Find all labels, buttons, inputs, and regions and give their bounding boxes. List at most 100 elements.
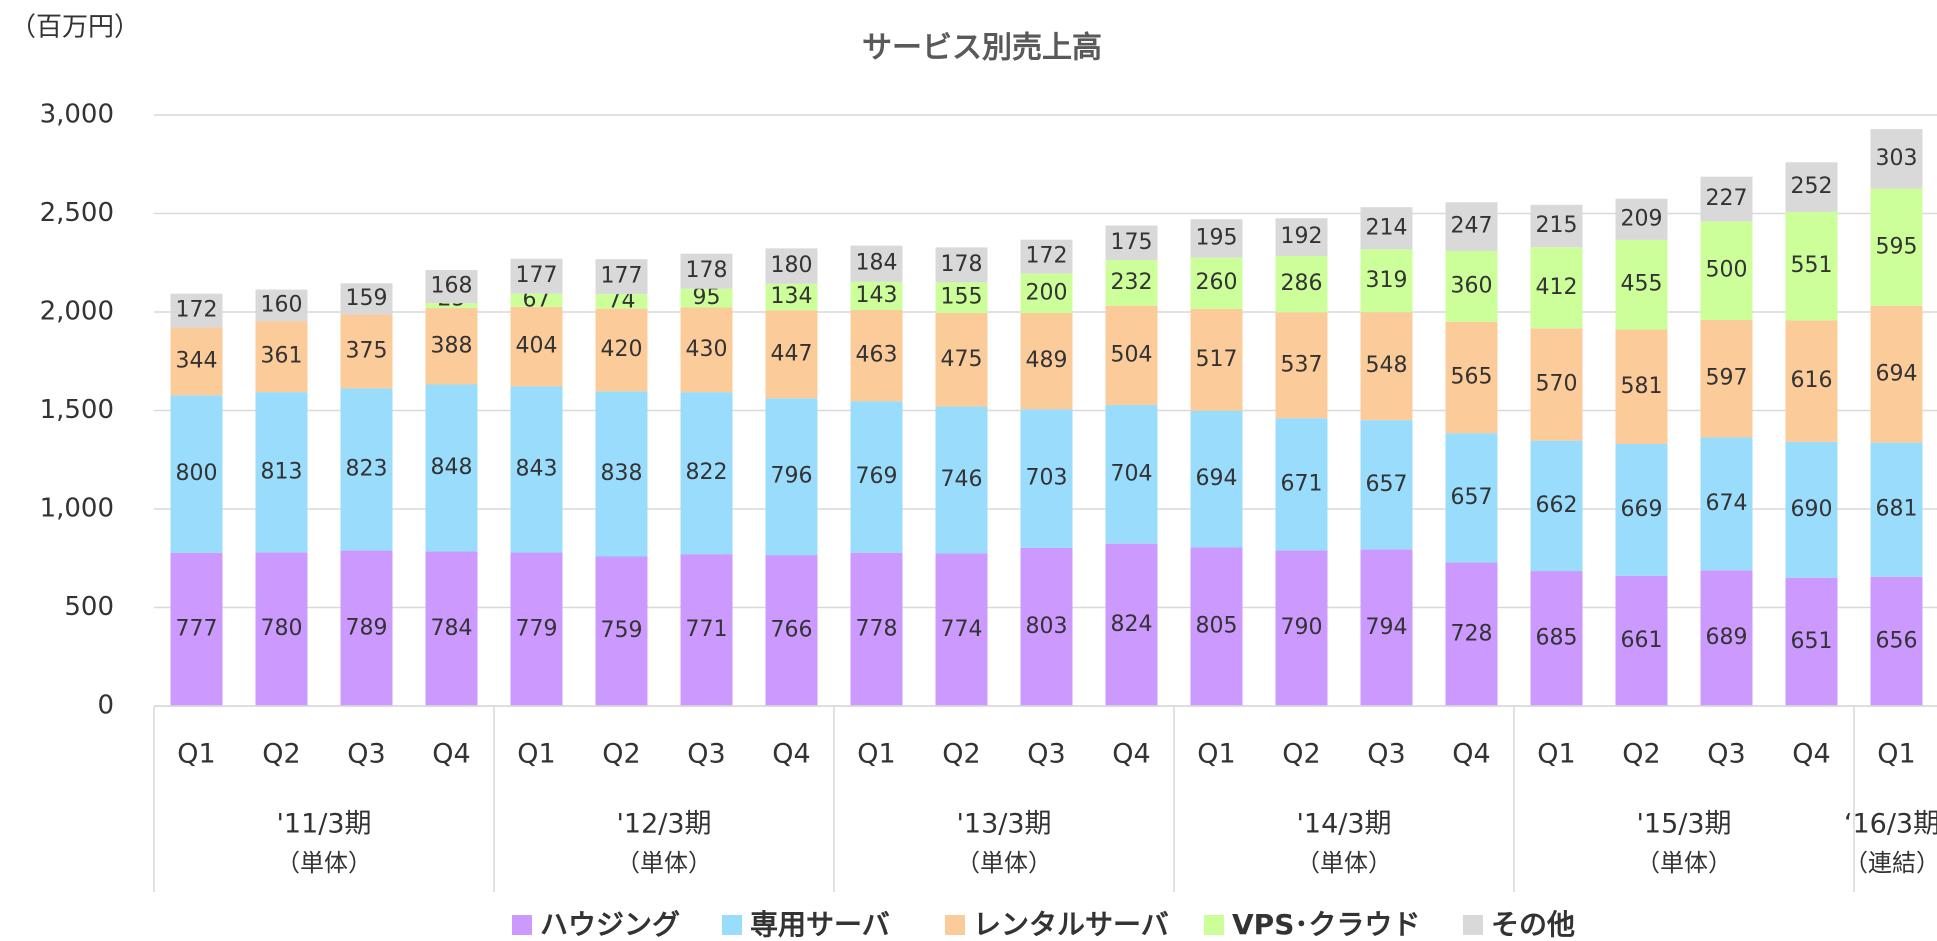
x-tick-label: Q4 <box>772 739 810 770</box>
data-label: 420 <box>601 337 643 362</box>
data-label: 771 <box>686 617 728 642</box>
data-label: 774 <box>941 617 983 642</box>
bar-segment <box>255 289 308 322</box>
bar-segment <box>1190 410 1243 548</box>
data-label: 177 <box>516 263 558 288</box>
data-label: 704 <box>1111 461 1153 486</box>
data-label: 172 <box>176 298 218 323</box>
data-label: 789 <box>346 615 388 640</box>
data-label: 769 <box>856 464 898 489</box>
bar-segment <box>425 303 478 309</box>
y-tick-label: 500 <box>64 592 114 622</box>
data-label: 843 <box>516 457 558 482</box>
bar-segment <box>510 258 563 294</box>
data-label: 412 <box>1536 275 1578 300</box>
bar-segment <box>680 307 733 393</box>
legend-swatch <box>1204 915 1224 935</box>
data-label: 813 <box>261 459 303 484</box>
data-label: 689 <box>1706 625 1748 650</box>
data-label: 759 <box>601 618 643 643</box>
bar-segment <box>340 550 393 706</box>
y-tick-label: 2,500 <box>40 198 114 228</box>
bar-segment <box>1190 547 1243 706</box>
data-label: 209 <box>1621 206 1663 231</box>
bar-segment <box>1275 218 1328 257</box>
bar-segment <box>1530 247 1583 329</box>
data-label: 728 <box>1451 621 1493 646</box>
group-note: （単体） <box>956 849 1052 877</box>
data-label: 360 <box>1451 273 1493 298</box>
bar-segment <box>1105 543 1158 706</box>
data-label: 175 <box>1111 230 1153 255</box>
bar-segment <box>1360 207 1413 250</box>
data-label: 143 <box>856 283 898 308</box>
bar-segment <box>425 308 478 385</box>
bar-segment <box>1105 225 1158 260</box>
bar-segment <box>680 288 733 308</box>
data-label: 685 <box>1536 626 1578 651</box>
bar-segment <box>170 293 223 328</box>
bar-segment <box>1700 176 1753 222</box>
data-label: 344 <box>176 348 218 373</box>
data-label: 168 <box>431 274 473 299</box>
y-tick-label: 1,000 <box>40 494 114 524</box>
data-label: 178 <box>686 258 728 283</box>
bar-segment <box>595 556 648 706</box>
bar-segment <box>1615 198 1668 240</box>
bar-segment <box>1700 319 1753 438</box>
data-label: 463 <box>856 343 898 368</box>
bar-segment <box>1105 259 1158 306</box>
data-label: 319 <box>1366 268 1408 293</box>
data-label: 455 <box>1621 272 1663 297</box>
data-label: 662 <box>1536 493 1578 518</box>
group-note: （単体） <box>1636 849 1732 877</box>
data-label: 172 <box>1026 244 1068 269</box>
bar-segment <box>1105 305 1158 405</box>
x-tick-label: Q2 <box>602 739 640 770</box>
data-label: 703 <box>1026 466 1068 491</box>
bar-segment <box>1530 328 1583 441</box>
data-label: 178 <box>941 252 983 277</box>
data-label: 616 <box>1791 368 1833 393</box>
data-label: 215 <box>1536 213 1578 238</box>
group-label: '13/3期 <box>956 809 1051 840</box>
x-tick-label: Q4 <box>432 739 470 770</box>
bar-segment <box>1700 221 1753 320</box>
bar-segment <box>1530 440 1583 572</box>
legend-label: その他 <box>1491 908 1575 941</box>
data-label: 570 <box>1536 371 1578 396</box>
data-label: 195 <box>1196 225 1238 250</box>
legend-swatch <box>945 915 965 935</box>
data-label: 581 <box>1621 374 1663 399</box>
data-label: 822 <box>686 460 728 485</box>
bar-segment <box>1445 321 1498 434</box>
bar-segment <box>1275 550 1328 706</box>
data-label: 500 <box>1706 258 1748 283</box>
data-label: 766 <box>771 618 813 643</box>
bar-segment <box>765 310 818 399</box>
x-tick-label: Q3 <box>1027 739 1065 770</box>
data-label: 657 <box>1451 485 1493 510</box>
bar-segment <box>1020 273 1073 313</box>
bar-segment <box>1615 329 1668 444</box>
group-note: （単体） <box>1296 849 1392 877</box>
bar-segment <box>340 388 393 551</box>
bar-segment <box>1360 312 1413 421</box>
x-tick-label: Q4 <box>1112 739 1150 770</box>
bar-segment <box>1275 418 1328 551</box>
bar-segment <box>1020 547 1073 706</box>
x-tick-label: Q3 <box>687 739 725 770</box>
legend-swatch <box>1463 915 1483 935</box>
data-label: 180 <box>771 253 813 278</box>
data-label: 159 <box>346 286 388 311</box>
data-label: 800 <box>176 461 218 486</box>
bar-segment <box>680 253 733 289</box>
bar-segment <box>765 283 818 311</box>
bar-segment <box>680 392 733 555</box>
x-tick-label: Q2 <box>942 739 980 770</box>
data-label: 803 <box>1026 614 1068 639</box>
y-tick-label: 1,500 <box>40 395 114 425</box>
bar-segment <box>595 294 648 309</box>
data-label: 260 <box>1196 270 1238 295</box>
data-label: 656 <box>1876 628 1918 653</box>
